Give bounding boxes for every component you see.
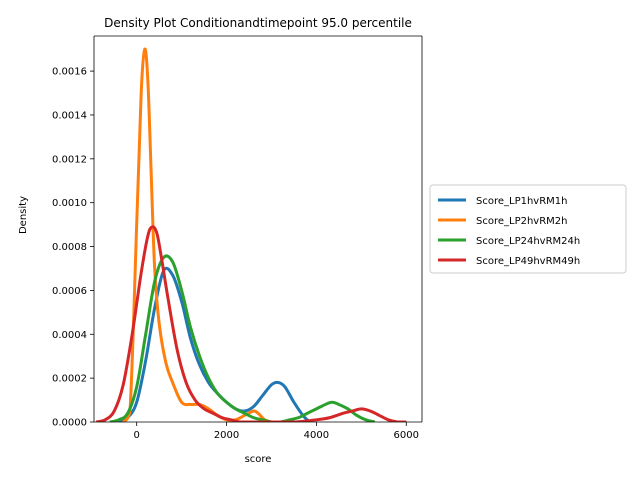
x-tick-label: 4000 <box>304 430 329 441</box>
legend-label: Score_LP49hvRM49h <box>476 256 580 267</box>
y-tick-label: 0.0016 <box>52 67 87 78</box>
legend-label: Score_LP24hvRM24h <box>476 236 580 247</box>
y-tick-label: 0.0006 <box>52 286 87 297</box>
y-tick-label: 0.0012 <box>52 154 87 165</box>
x-axis-label: score <box>245 454 272 465</box>
series-line-2 <box>109 254 376 422</box>
y-tick-label: 0.0010 <box>52 198 87 209</box>
y-axis-label: Density <box>18 196 29 234</box>
series-group <box>95 47 407 422</box>
x-tick-label: 2000 <box>214 430 239 441</box>
series-line-0 <box>118 266 311 422</box>
y-tick-label: 0.0008 <box>52 242 87 253</box>
legend: Score_LP1hvRM1h Score_LP2hvRM2h Score_LP24… <box>429 184 627 274</box>
y-tick-label: 0.0000 <box>52 418 87 429</box>
legend-frame <box>429 184 627 274</box>
series-line-3 <box>95 225 407 422</box>
chart-title: Density Plot Conditionandtimepoint 95.0 … <box>104 16 412 30</box>
plot-area: 0 2000 4000 6000 0.0000 0.0002 0.0004 0.0006 0.0… <box>52 35 423 441</box>
x-tick-label: 6000 <box>394 430 419 441</box>
y-tick-label: 0.0004 <box>52 330 87 341</box>
series-line-1 <box>121 47 272 422</box>
y-tick-label: 0.0002 <box>52 374 87 385</box>
y-tick-label: 0.0014 <box>52 110 87 121</box>
legend-label: Score_LP2hvRM2h <box>476 216 568 227</box>
legend-label: Score_LP1hvRM1h <box>476 196 568 207</box>
x-tick-label: 0 <box>133 430 139 441</box>
